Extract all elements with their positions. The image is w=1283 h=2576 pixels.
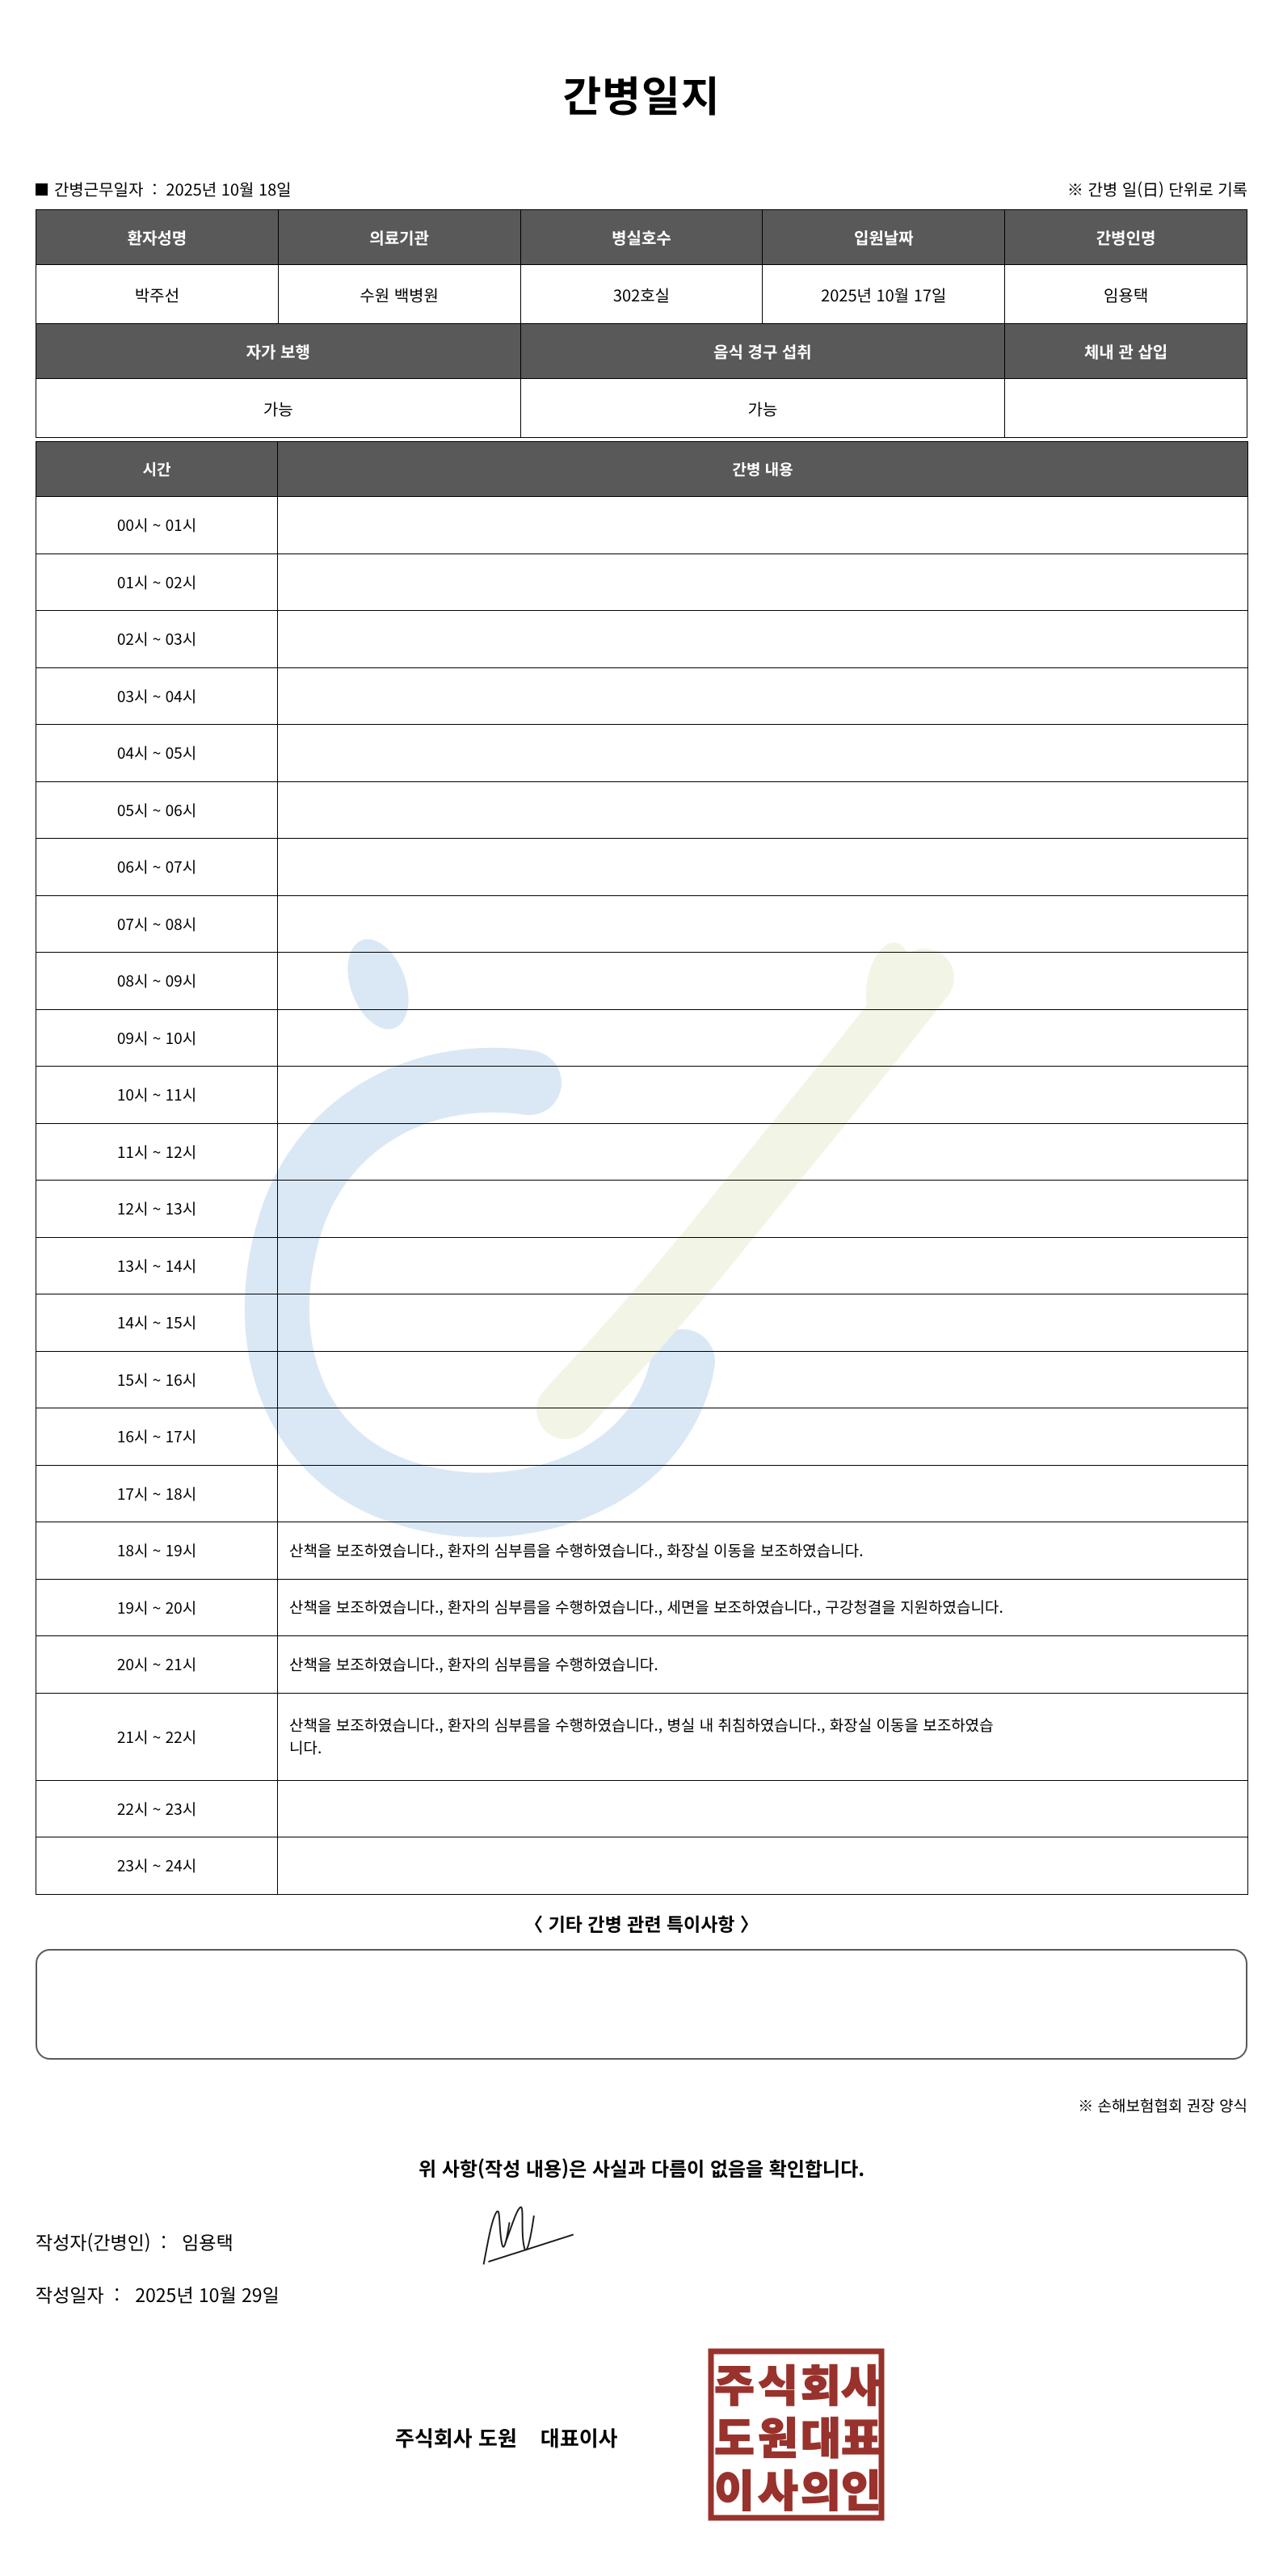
svg-text:사: 사	[758, 2456, 798, 2519]
svg-text:이: 이	[714, 2456, 755, 2519]
svg-text:의: 의	[801, 2456, 841, 2519]
svg-text:인: 인	[841, 2456, 881, 2519]
